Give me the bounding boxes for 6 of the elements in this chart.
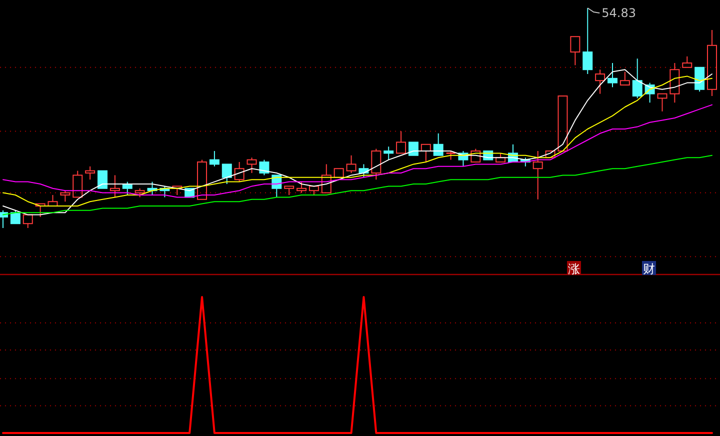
text: 财 [643,262,655,276]
candlestick [670,62,680,104]
annotation: 54.83 [602,6,636,20]
text: 涨 [568,262,580,276]
candlestick [532,150,543,200]
candlestick [707,30,717,96]
